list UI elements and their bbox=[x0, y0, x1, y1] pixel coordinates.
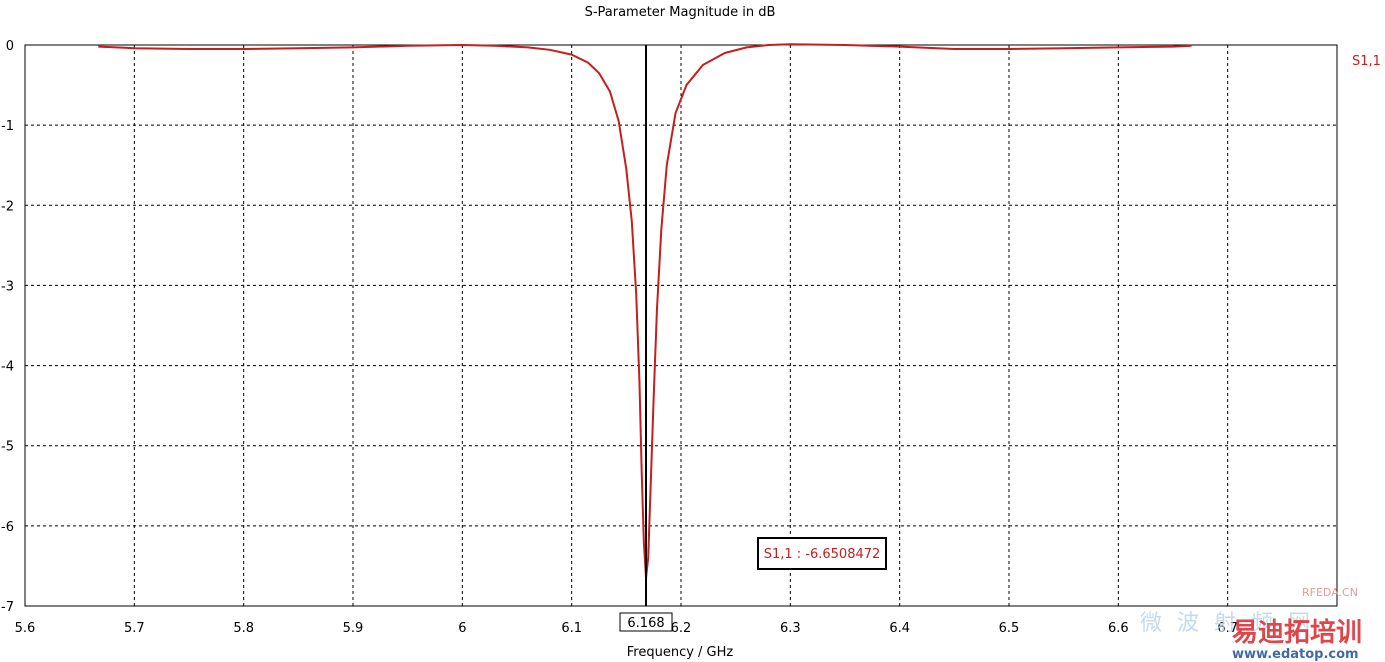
x-tick-label: 6.4 bbox=[889, 621, 910, 636]
legend-entry-s11: S1,1 bbox=[1352, 54, 1381, 69]
x-tick-label: 5.9 bbox=[343, 621, 364, 636]
x-tick-label: 5.7 bbox=[124, 621, 145, 636]
x-tick-label: 5.8 bbox=[233, 621, 254, 636]
watermark-rfeda: RFEDA.CN bbox=[1302, 586, 1358, 599]
chart-title: S-Parameter Magnitude in dB bbox=[585, 5, 776, 20]
x-axis-label: Frequency / GHz bbox=[627, 645, 734, 660]
x-tick-label: 6.1 bbox=[561, 621, 582, 636]
x-tick-label: 6.2 bbox=[671, 621, 692, 636]
x-tick-label: 6.6 bbox=[1108, 621, 1129, 636]
watermark-brand: 易迪拓培训 bbox=[1232, 618, 1362, 648]
x-tick-label: 5.6 bbox=[15, 621, 36, 636]
y-tick-label: -2 bbox=[1, 199, 14, 214]
grid-lines bbox=[25, 45, 1337, 606]
y-tick-label: -7 bbox=[1, 600, 14, 615]
x-tick-label: 6 bbox=[458, 621, 466, 636]
marker-annotation-box bbox=[757, 537, 887, 570]
y-tick-label: -5 bbox=[1, 440, 14, 455]
y-tick-label: -1 bbox=[1, 119, 14, 134]
x-axis-ticks: 5.6 5.7 5.8 5.9 6 6.1 6.2 6.3 6.4 6.5 6.6 6.7 bbox=[15, 621, 1238, 636]
plot-frame bbox=[24, 44, 1338, 607]
y-tick-label: -6 bbox=[1, 520, 14, 535]
marker-layer: 6.168 S1,1 : -6.6508472 bbox=[619, 45, 887, 632]
marker-x-label-box bbox=[619, 612, 673, 632]
watermark-weibo: 微 波 射 频 网 bbox=[1140, 611, 1314, 636]
marker-annotation-text: S1,1 : -6.6508472 bbox=[764, 547, 881, 562]
watermark: 微 波 射 频 网 RFEDA.CN 易迪拓培训 www.edatop.com bbox=[1140, 586, 1362, 662]
y-tick-label: 0 bbox=[6, 39, 14, 54]
series-layer bbox=[98, 43, 1192, 579]
y-tick-label: -3 bbox=[1, 279, 14, 294]
x-tick-label: 6.5 bbox=[999, 621, 1020, 636]
x-tick-label: 6.7 bbox=[1217, 621, 1238, 636]
watermark-site: www.edatop.com bbox=[1232, 647, 1359, 662]
y-axis-ticks: 0 -1 -2 -3 -4 -5 -6 -7 bbox=[1, 39, 14, 615]
y-tick-label: -4 bbox=[1, 360, 14, 375]
series-line-s11 bbox=[98, 43, 1192, 579]
x-tick-label: 6.3 bbox=[780, 621, 801, 636]
marker-x-label: 6.168 bbox=[627, 616, 664, 631]
